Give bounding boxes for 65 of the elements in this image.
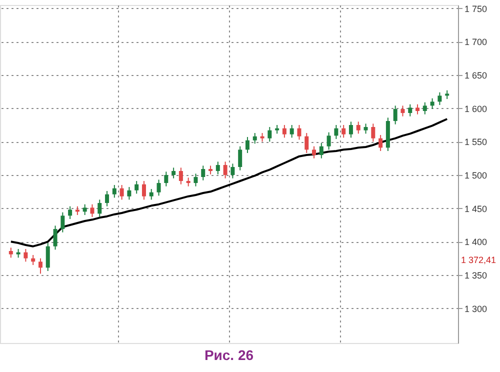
- candlestick: [120, 184, 124, 200]
- candlestick: [290, 124, 294, 138]
- candlestick: [134, 180, 139, 194]
- candlestick: [194, 173, 198, 187]
- candlestick: [312, 146, 316, 159]
- candlestick: [400, 105, 405, 117]
- candlestick: [378, 134, 383, 152]
- y-tick-label: 1 750: [464, 4, 488, 14]
- y-tick-label: 1 350: [464, 270, 488, 280]
- candlestick: [356, 121, 360, 134]
- candlestick: [98, 199, 102, 218]
- y-tick-label: 1 450: [464, 204, 488, 214]
- candlestick: [112, 184, 116, 198]
- candlestick: [245, 136, 250, 154]
- candlestick: [282, 124, 286, 138]
- candlestick: [46, 242, 50, 272]
- candlestick: [53, 225, 58, 250]
- candlestick: [38, 258, 42, 274]
- candlestick: [156, 179, 161, 196]
- candlestick: [60, 212, 65, 233]
- y-tick-label: 1 500: [464, 170, 488, 180]
- y-tick-label: 1 650: [464, 70, 488, 80]
- candlestick: [326, 132, 331, 150]
- candlestick: [297, 124, 302, 140]
- candlestick: [90, 204, 94, 218]
- candlestick: [201, 165, 206, 181]
- candlestick: [304, 132, 309, 154]
- candlestick: [334, 124, 338, 140]
- candlestick: [142, 180, 146, 200]
- candlestick: [31, 254, 36, 266]
- candlestick: [430, 98, 434, 110]
- text: Рис. 26: [204, 347, 254, 363]
- candlestick: [172, 167, 176, 179]
- candlestick: [105, 190, 110, 207]
- candlestick: [408, 104, 412, 117]
- candlestick: [238, 146, 242, 171]
- candlestick: [371, 123, 376, 142]
- candlestick: [178, 167, 183, 185]
- y-tick-label: 1 600: [464, 104, 488, 114]
- candlestick: [348, 121, 353, 138]
- candlestick: [422, 102, 427, 115]
- candlestick: [342, 124, 346, 138]
- candlestick: [319, 142, 324, 159]
- candlestick: [68, 206, 72, 220]
- candlestick: [438, 92, 442, 106]
- candlestick: [393, 105, 398, 125]
- candlestick: [252, 132, 257, 144]
- y-tick-label: 1 400: [464, 237, 488, 248]
- candlestick: [223, 161, 228, 179]
- y-tick-label: 1 700: [464, 37, 488, 48]
- candlestick: [82, 204, 87, 216]
- y-tick-label: 1 550: [464, 137, 488, 148]
- line-series: [10, 118, 448, 248]
- candlestick: [416, 104, 420, 115]
- candlestick: [164, 171, 168, 187]
- candlestick: [8, 247, 13, 258]
- candlestick: [216, 161, 220, 175]
- candlestick: [127, 186, 132, 200]
- text: 1 372,41: [461, 255, 496, 266]
- candlestick: [230, 163, 235, 179]
- y-tick-label: 1 300: [464, 304, 488, 314]
- candlestick: [268, 126, 272, 142]
- candlestick: [364, 123, 368, 134]
- candlestick: [24, 248, 28, 262]
- candlestick: [149, 188, 154, 200]
